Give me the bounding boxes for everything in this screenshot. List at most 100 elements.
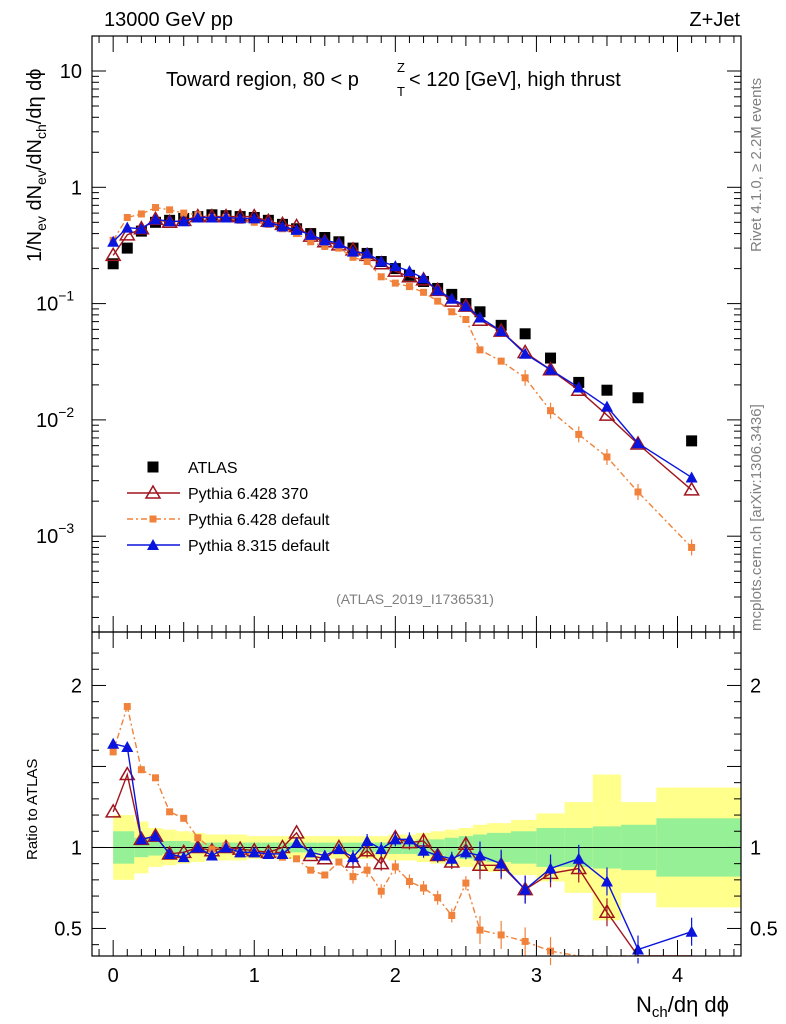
data-point-p8def [459,300,472,312]
ratio-point-p8def [431,849,444,861]
series-line-p370 [112,215,693,491]
ratio-point-p8def [403,833,416,845]
ratio-point-p8def [361,834,374,846]
data-point-p8def [177,215,190,227]
data-point-p6def [137,210,145,218]
data-point-p8def [191,211,204,223]
ratio-point-p6def [349,873,357,881]
data-point-p8def [205,211,218,223]
legend-item-atlas: ATLAS [147,460,238,477]
ratio-point-p8def [375,843,388,855]
ratio-point-p8def [234,846,247,858]
plot-title-sub: T [397,84,405,99]
ratio-point-p8def [205,849,218,861]
y-tick-label-main: 10−1 [36,288,74,316]
data-point-p8def [262,216,275,228]
ratio-point-p6def [293,855,301,863]
legend: ATLAS Pythia 6.428 370 Pythia 6.428 defaul… [127,460,330,555]
ratio-point-p8def [163,847,176,859]
data-point-p6def [462,315,470,323]
ratio-point-p8def [290,836,303,848]
ratio-point-p8def [544,862,557,874]
legend-item-p8def: Pythia 8.315 default [127,538,330,555]
data-point-atlas [632,392,644,404]
ratio-point-p8def [600,875,613,887]
y-tick-label-ratio-right: 2 [750,675,761,697]
ratio-point-p8def [519,883,532,895]
y-tick-label-ratio: 0.5 [54,918,82,940]
y-tick-label-main: 1 [71,177,82,199]
data-point-p8def [121,221,134,233]
main-axes-layer: 10 1 10−1 10−2 10−3 [36,35,742,633]
ratio-point-p6def [405,877,413,885]
ratio-point-p6def [363,866,371,874]
ratio-clip-bottom [92,956,741,958]
y-tick-label-main: 10−3 [36,520,74,548]
plot-title-post: < 120 [GeV], high thrust [409,69,621,91]
plot-title-pre: Toward region, 80 < p [166,69,359,91]
data-point-p6def [434,297,442,305]
legend-marker [147,461,159,473]
ratio-point-p6def [208,845,216,853]
ratio-point-p8def [121,741,134,753]
data-point-p6def [448,308,456,316]
ratio-point-p6def [420,884,428,892]
source-label: mcplots.cern.ch [arXiv:1306.3436] [748,404,765,631]
ratio-point-p6def [521,937,529,945]
data-point-p6def [321,242,329,250]
legend-marker [144,484,162,499]
data-point-p6def [166,206,174,214]
data-point-p8def [417,272,430,284]
main-series-layer [104,204,700,556]
series-line-p8def [112,216,692,479]
x-tick-label: 2 [390,965,401,987]
ratio-point-p8def [220,841,233,853]
ratio-series-layer [92,703,741,966]
ratio-point-p370 [358,842,376,857]
data-point-atlas [686,435,698,447]
ratio-line-p8def [113,743,692,951]
ratio-point-p6def [194,834,202,842]
ratio-point-p8def [149,830,162,842]
data-point-p370 [683,481,700,496]
y-tick-label-ratio: 2 [71,675,82,697]
ratio-point-p8def [248,846,261,858]
data-point-atlas [601,384,613,396]
y-axis-title-main: 1/Nev dNev/dNch/dη dϕ [24,69,49,262]
legend-marker [147,539,159,550]
ratio-point-p8def [191,841,204,853]
data-point-p6def [603,453,611,461]
y-axis-title-ratio: Ratio to ATLAS [24,759,41,860]
data-point-p8def [572,381,585,393]
ratio-point-p6def [321,871,329,879]
data-point-atlas [121,242,133,254]
legend-marker [149,515,157,523]
ratio-point-p8def [107,737,120,749]
data-point-p6def [547,407,555,415]
ratio-point-p8def [572,852,585,864]
ratio-point-p8def [459,846,472,858]
data-point-atlas [519,328,531,340]
data-point-p8def [389,260,402,272]
ratio-point-p8def [389,833,402,845]
x-tick-label: 1 [249,965,260,987]
legend-label: ATLAS [188,460,238,477]
ratio-point-p8def [495,857,508,869]
data-point-p8def [149,213,162,225]
ratio-point-p8def [318,849,331,861]
data-point-p8def [107,235,120,247]
ratio-point-p6def [434,894,442,902]
data-point-p8def [473,311,486,323]
legend-label: Pythia 8.315 default [188,538,330,555]
ratio-point-p6def [377,887,385,895]
analysis-tag: (ATLAS_2019_I1736531) [336,591,494,607]
data-point-p370 [598,406,616,421]
process-label: Z+Jet [689,9,740,31]
data-point-p6def [497,357,505,365]
data-point-p8def [431,284,444,296]
ratio-point-p370 [104,803,122,818]
main-panel: 10 1 10−1 10−2 10−3 [36,35,742,633]
ratio-point-p6def [307,866,315,874]
data-point-p8def [332,237,345,249]
data-point-p8def [135,222,148,234]
